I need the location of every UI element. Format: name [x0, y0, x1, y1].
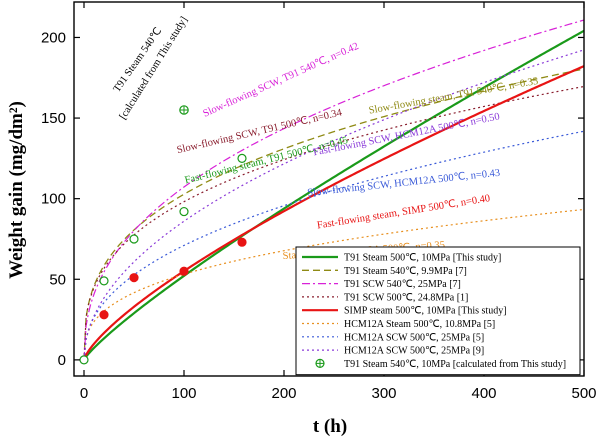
data-point: [179, 206, 189, 217]
legend-label: SIMP steam 500℃, 10MPa [This study]: [344, 306, 507, 317]
data-point: [129, 234, 139, 244]
series-line: [83, 49, 584, 360]
data-point: [79, 355, 89, 365]
legend-label: HCM12A SCW 500℃, 25MPa [5]: [344, 332, 484, 343]
y-tick-label: 50: [49, 271, 66, 288]
series-line: [83, 29, 584, 361]
x-tick-label: 500: [571, 385, 596, 402]
curve-annotation: Fast-flowing steam, SIMP 500℃, n=0.40: [316, 193, 491, 231]
data-point: [99, 310, 109, 320]
x-tick-label: 400: [471, 385, 496, 402]
data-point: [99, 276, 109, 286]
legend-box: [295, 246, 581, 376]
y-tick-label: 0: [58, 352, 66, 369]
legend-label: T91 SCW 500℃, 24.8MPa [1]: [344, 292, 468, 303]
legend-label: T91 Steam 540℃, 9.9MPa [7]: [344, 266, 467, 277]
legend-label: T91 Steam 540℃, 10MPa [calculated from T…: [344, 359, 566, 370]
x-axis-title: t (h): [313, 416, 347, 437]
series-line: [83, 68, 584, 360]
y-axis-title: Weight gain (mg/dm²): [6, 101, 27, 279]
legend-label: T91 SCW 540℃, 25MPa [7]: [344, 279, 461, 290]
data-point: [237, 237, 247, 247]
y-tick-label: 200: [41, 29, 66, 46]
x-tick-label: 100: [171, 385, 196, 402]
legend-label: HCM12A SCW 500℃, 25MPa [9]: [344, 346, 484, 357]
legend-label: T91 Steam 500℃, 10MPa [This study]: [344, 253, 501, 264]
data-point: [237, 153, 247, 163]
series-line: [83, 208, 584, 360]
y-tick-label: 150: [41, 110, 66, 127]
legend-label: HCM12A Steam 500℃, 10.8MPa [5]: [344, 319, 495, 330]
series-line: [83, 19, 584, 360]
x-tick-label: 200: [271, 385, 296, 402]
plot-frame: [73, 1, 585, 377]
x-tick-label: 0: [80, 385, 88, 402]
data-point: [179, 266, 189, 276]
series-line: [82, 65, 584, 361]
series-line: [83, 130, 584, 360]
data-point: [129, 273, 139, 283]
x-tick-label: 300: [371, 385, 396, 402]
y-tick-label: 100: [41, 191, 66, 208]
series-line: [83, 85, 584, 360]
